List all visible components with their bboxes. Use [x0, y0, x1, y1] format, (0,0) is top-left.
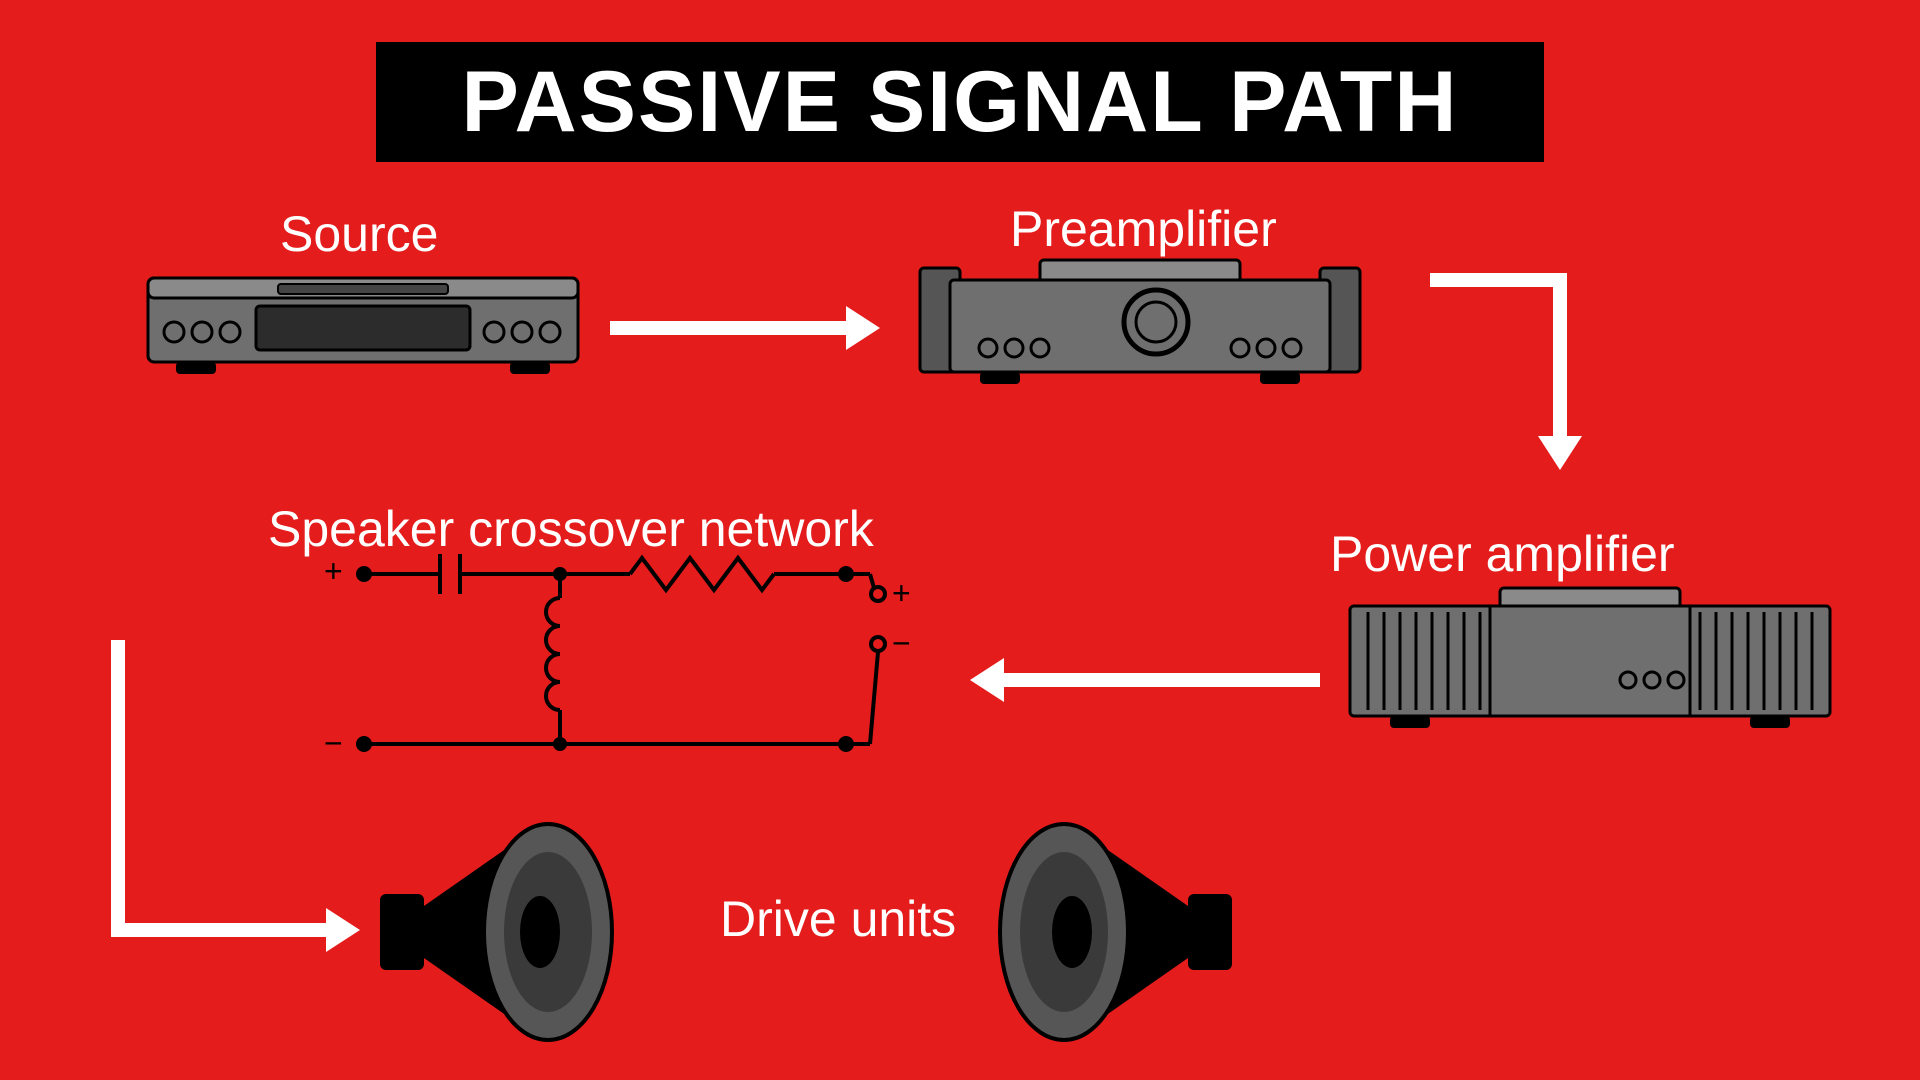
source-device-icon [148, 278, 578, 374]
poweramp-device-icon [1350, 588, 1830, 728]
diagram-stage: PASSIVE SIGNAL PATH Source Preamplifier … [0, 0, 1920, 1080]
arrow-crossover-to-drive [118, 640, 360, 952]
svg-text:+: + [324, 553, 343, 589]
preamp-device-icon [920, 260, 1360, 384]
scene-svg: + + [0, 0, 1920, 1080]
arrow-preamp-to-poweramp [1430, 280, 1582, 470]
svg-text:−: − [892, 625, 911, 661]
speaker-left-icon [380, 824, 612, 1040]
svg-text:+: + [892, 575, 911, 611]
crossover-schematic-icon: + + [324, 553, 911, 761]
arrow-source-to-preamp [610, 306, 880, 350]
speaker-right-icon [1000, 824, 1232, 1040]
svg-text:−: − [324, 725, 343, 761]
arrow-poweramp-to-crossover [970, 658, 1320, 702]
